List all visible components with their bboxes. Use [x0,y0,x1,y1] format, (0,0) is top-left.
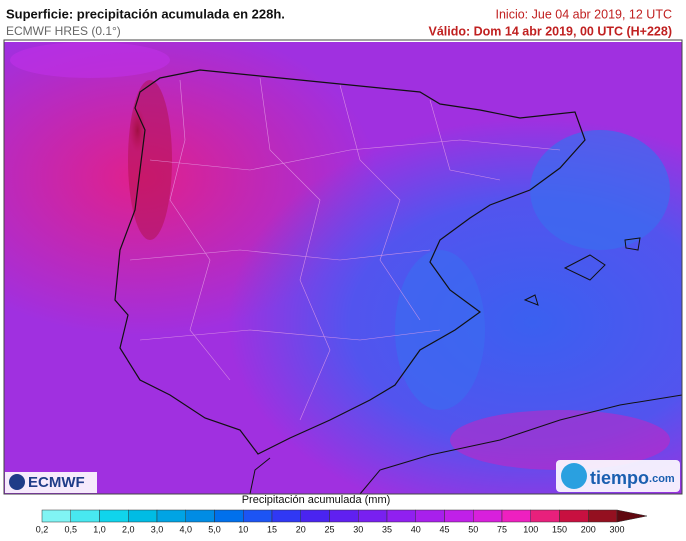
map-title: Superficie: precipitación acumulada en 2… [6,6,285,21]
colorbar-box [473,509,503,523]
map [3,39,683,495]
colorbar-box [70,509,100,523]
colorbar-label: 3,0 [151,524,164,534]
colorbar-label: 10 [238,524,248,534]
colorbar-label: 1,0 [93,524,106,534]
colorbar-box [41,509,71,523]
colorbar-label: 40 [411,524,421,534]
colorbar-label: 5,0 [208,524,221,534]
colorbar-label: 150 [552,524,567,534]
colorbar-label: 35 [382,524,392,534]
colorbar-label: 25 [324,524,334,534]
colorbar-label: 30 [353,524,363,534]
colorbar-label: 2,0 [122,524,135,534]
colorbar-label: 20 [296,524,306,534]
colorbar-title: Precipitación acumulada (mm) [242,494,391,506]
colorbar-box [559,509,589,523]
model-label: ECMWF HRES (0.1°) [6,24,121,38]
colorbar-box [530,509,560,523]
colorbar-box [243,509,273,523]
colorbar-label: 15 [267,524,277,534]
colorbar-label: 4,0 [179,524,192,534]
colorbar-box [386,509,416,523]
colorbar-box [588,509,618,523]
colorbar-box [271,509,301,523]
colorbar-box [185,509,215,523]
colorbar: 0,2 0,5 1,0 2,0 3,0 4,0 5,0 10 15 20 25 30 35 40 45 50 7… [36,509,648,534]
colorbar-box [501,509,531,523]
colorbar-label: 0,2 [36,524,49,534]
colorbar-box [329,509,359,523]
colorbar-label: 200 [581,524,596,534]
colorbar-box [358,509,388,523]
colorbar-label: 75 [497,524,507,534]
colorbar-box [415,509,445,523]
colorbar-box [300,509,330,523]
colorbar-box [214,509,244,523]
colorbar-box [128,509,158,523]
ecmwf-text: ECMWF [28,474,85,491]
colorbar-box [444,509,474,523]
valid-date: Válido: Dom 14 abr 2019, 00 UTC (H+228) [429,24,673,38]
tiempo-text: tiempo.com [590,468,675,488]
colorbar-label: 50 [468,524,478,534]
init-date: Inicio: Jue 04 abr 2019, 12 UTC [496,7,673,21]
colorbar-label: 45 [439,524,449,534]
colorbar-label: 300 [609,524,624,534]
colorbar-box [156,509,186,523]
colorbar-label: 0,5 [64,524,77,534]
colorbar-label: 100 [523,524,538,534]
ecmwf-logo: ECMWF [5,472,97,493]
colorbar-box [99,509,129,523]
tiempo-logo: tiempo.com [556,460,680,492]
colorbar-arrow [616,509,648,523]
